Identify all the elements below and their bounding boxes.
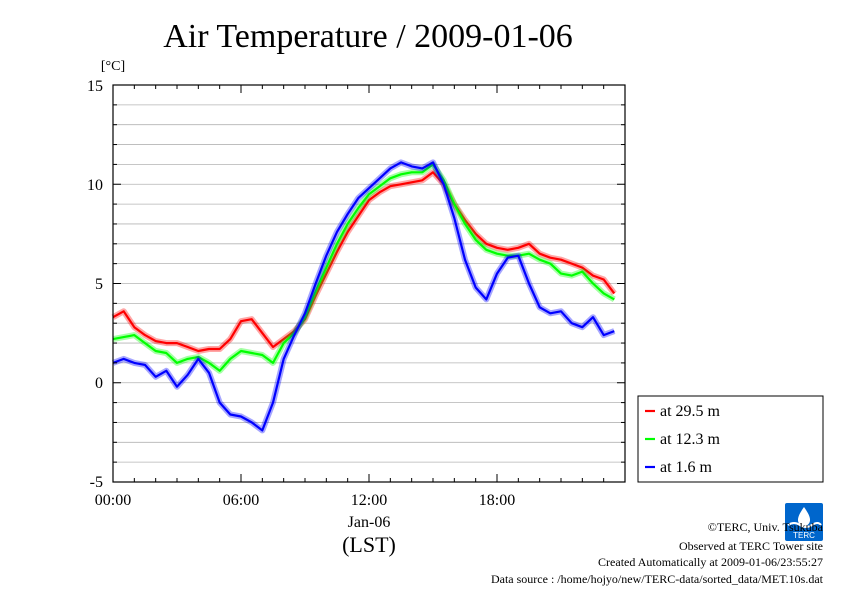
series-line-3 — [112, 161, 615, 432]
chart-title: Air Temperature / 2009-01-06 — [163, 18, 573, 55]
grid-lines — [113, 104, 625, 463]
site-text: Observed at TERC Tower site — [679, 539, 823, 553]
water-drop-icon — [797, 507, 811, 527]
axis-ticks — [112, 84, 626, 483]
legend-label-29-5m: at 29.5 m — [660, 403, 721, 420]
x-tick-label: 18:00 — [479, 492, 515, 509]
copyright-text: ©TERC, Univ. Tsukuba — [708, 520, 824, 534]
x-axis-date-label: Jan-06 — [348, 514, 391, 531]
y-tick-label: 5 — [95, 276, 103, 293]
legend-box — [637, 395, 824, 483]
x-tick-label: 06:00 — [223, 492, 259, 509]
x-tick-label: 00:00 — [95, 492, 131, 509]
terc-logo: TERC — [785, 503, 823, 541]
series-line-1 — [112, 171, 616, 353]
x-tick-label: 12:00 — [351, 492, 387, 509]
legend-label-12-3m: at 12.3 m — [660, 431, 721, 448]
series-lines — [111, 159, 617, 434]
legend: at 29.5 m at 12.3 m at 1.6 m — [637, 395, 824, 483]
series-line-2 — [112, 163, 615, 372]
wave-icon — [787, 522, 822, 528]
legend-label-1-6m: at 1.6 m — [660, 459, 713, 476]
legend-swatches — [645, 409, 655, 469]
y-tick-label: 0 — [95, 375, 103, 392]
y-axis-unit-label: [°C] — [101, 59, 125, 74]
x-axis-label: (LST) — [342, 532, 396, 557]
created-text: Created Automatically at 2009-01-06/23:5… — [598, 555, 823, 569]
y-tick-label: -5 — [90, 474, 103, 491]
data-source-text: Data source : /home/hojyo/new/TERC-data/… — [491, 572, 824, 586]
logo-text: TERC — [793, 531, 815, 540]
y-tick-label: 10 — [87, 177, 103, 194]
y-tick-label: 15 — [87, 78, 103, 95]
